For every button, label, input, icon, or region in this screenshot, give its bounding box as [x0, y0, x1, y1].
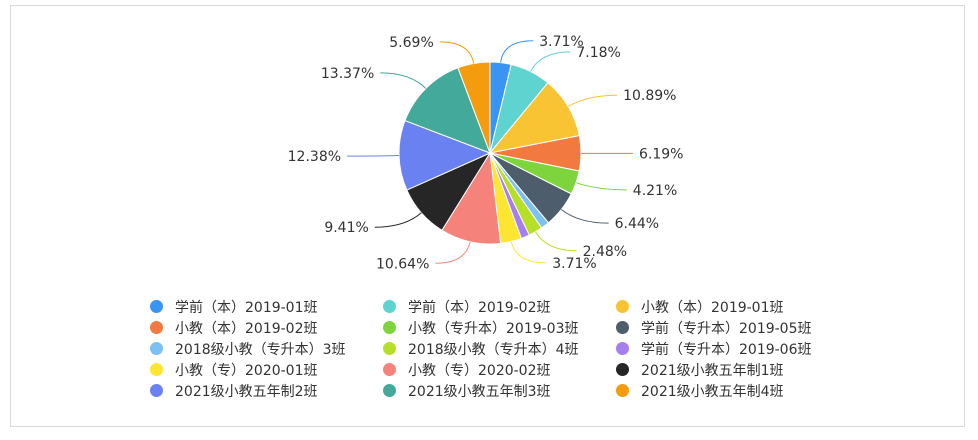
label-line-2 [567, 94, 618, 107]
legend-item-1[interactable]: 学前（本）2019-02班 [383, 297, 616, 316]
legend-swatch [150, 384, 163, 397]
legend-item-12[interactable]: 2021级小教五年制2班 [150, 381, 383, 400]
legend-swatch [150, 342, 163, 355]
label-line-4 [575, 182, 627, 191]
pie-slice-14[interactable] [457, 61, 491, 154]
legend-label: 2018级小教（专升本）4班 [408, 341, 579, 358]
legend-swatch [383, 342, 396, 355]
legend-item-9[interactable]: 小教（专）2020-01班 [150, 360, 383, 379]
legend-label: 学前（专升本）2019-06班 [641, 341, 812, 358]
data-label-11: 9.41% [324, 220, 368, 236]
legend-item-14[interactable]: 2021级小教五年制4班 [616, 381, 870, 400]
data-label-12: 12.38% [288, 149, 341, 165]
label-line-5 [561, 209, 609, 224]
legend-swatch [383, 321, 396, 334]
legend-label: 学前（本）2019-01班 [175, 299, 318, 316]
legend-label: 小教（本）2019-01班 [641, 299, 784, 316]
label-line-10 [435, 241, 471, 264]
legend-item-10[interactable]: 小教（专）2020-02班 [383, 360, 616, 379]
data-label-5: 6.44% [615, 216, 659, 232]
legend-item-0[interactable]: 学前（本）2019-01班 [150, 297, 383, 316]
data-label-9: 3.71% [552, 256, 596, 272]
legend-label: 2021级小教五年制4班 [641, 383, 784, 400]
label-line-1 [530, 51, 571, 72]
label-line-7 [535, 231, 577, 252]
legend-label: 2021级小教五年制1班 [641, 362, 784, 379]
legend-label: 小教（专）2020-02班 [408, 362, 551, 379]
legend-label: 小教（专升本）2019-03班 [408, 320, 579, 337]
legend-item-6[interactable]: 2018级小教（专升本）3班 [150, 339, 383, 358]
label-line-11 [374, 212, 422, 228]
data-label-13: 13.37% [321, 66, 374, 82]
data-label-2: 10.89% [623, 88, 676, 104]
legend-swatch [616, 363, 629, 376]
pie-slice-12[interactable] [398, 119, 492, 191]
data-label-1: 7.18% [576, 45, 620, 61]
label-line-0 [500, 40, 534, 63]
legend-item-13[interactable]: 2021级小教五年制3班 [383, 381, 616, 400]
legend-item-5[interactable]: 学前（专升本）2019-05班 [616, 318, 870, 337]
legend-swatch [150, 363, 163, 376]
legend-item-4[interactable]: 小教（专升本）2019-03班 [383, 318, 616, 337]
legend-label: 小教（专）2020-01班 [175, 362, 318, 379]
legend-label: 小教（本）2019-02班 [175, 320, 318, 337]
legend-label: 学前（本）2019-02班 [408, 299, 551, 316]
legend-swatch [616, 342, 629, 355]
legend-item-11[interactable]: 2021级小教五年制1班 [616, 360, 870, 379]
legend-swatch [150, 321, 163, 334]
legend-label: 学前（专升本）2019-05班 [641, 320, 812, 337]
legend-swatch [616, 384, 629, 397]
legend-item-2[interactable]: 小教（本）2019-01班 [616, 297, 870, 316]
legend-item-7[interactable]: 2018级小教（专升本）4班 [383, 339, 616, 358]
label-line-12 [347, 154, 400, 157]
legend-swatch [383, 384, 396, 397]
label-line-9 [510, 241, 547, 264]
legend-swatch [616, 321, 629, 334]
legend-item-3[interactable]: 小教（本）2019-02班 [150, 318, 383, 337]
legend-swatch [616, 300, 629, 313]
legend-item-8[interactable]: 学前（专升本）2019-06班 [616, 339, 870, 358]
data-label-10: 10.64% [376, 256, 429, 272]
label-line-13 [380, 72, 427, 89]
data-label-4: 4.21% [633, 183, 677, 199]
data-label-7: 2.48% [583, 244, 627, 260]
legend-swatch [150, 300, 163, 313]
legend: 学前（本）2019-01班 学前（本）2019-02班 小教（本）2019-01班小… [150, 297, 870, 400]
legend-label: 2021级小教五年制3班 [408, 383, 551, 400]
legend-swatch [383, 300, 396, 313]
legend-label: 2021级小教五年制2班 [175, 383, 318, 400]
legend-label: 2018级小教（专升本）3班 [175, 341, 346, 358]
data-label-3: 6.19% [639, 146, 683, 162]
pie-slice-13[interactable] [404, 67, 491, 154]
data-label-14: 5.69% [389, 35, 433, 51]
data-label-0: 3.71% [539, 34, 583, 50]
label-line-14 [439, 41, 475, 64]
legend-swatch [383, 363, 396, 376]
